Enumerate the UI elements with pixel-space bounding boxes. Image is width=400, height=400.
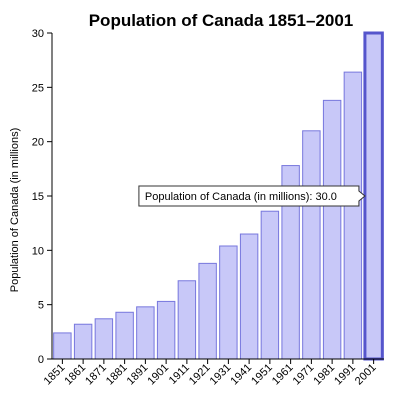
x-tick-label: 1971: [291, 362, 317, 388]
bar-1971[interactable]: [302, 130, 321, 360]
bar-1891[interactable]: [136, 306, 155, 360]
x-tick-label: 1931: [208, 362, 234, 388]
x-tick-label: 1941: [228, 362, 254, 388]
bar-1871[interactable]: [94, 318, 114, 360]
bar-1861[interactable]: [73, 323, 93, 360]
x-tick-label: 1881: [104, 362, 130, 388]
y-tick-label: 0: [38, 354, 44, 366]
bar-1931[interactable]: [219, 245, 238, 360]
x-tick-label: 1871: [83, 362, 109, 388]
x-tick-label: 1991: [332, 362, 358, 388]
x-tick-label: 1851: [42, 362, 68, 388]
bar-2001[interactable]: [363, 31, 384, 361]
bar-1921[interactable]: [198, 262, 217, 360]
x-tick-label: 1951: [249, 362, 275, 388]
x-tick-label: 1861: [62, 362, 88, 388]
y-tick-label: 20: [32, 137, 44, 149]
tooltip-box: [138, 185, 366, 207]
tooltip-text: Population of Canada (in millions): 30.0: [145, 191, 337, 203]
x-tick-label: 1911: [167, 362, 192, 387]
bar-1881[interactable]: [115, 311, 134, 360]
bar-1981[interactable]: [322, 99, 342, 360]
x-tick-label: 1891: [125, 362, 151, 388]
tooltip: Population of Canada (in millions): 30.0: [138, 185, 366, 207]
y-tick-label: 15: [32, 191, 44, 203]
bar-1941[interactable]: [239, 233, 259, 360]
x-tick-label: 2001: [353, 362, 379, 388]
bar-1991[interactable]: [343, 71, 363, 360]
x-tick-label: 1961: [270, 362, 296, 388]
bar-1851[interactable]: [53, 332, 72, 360]
y-axis-label: Population of Canada (in millions): [9, 128, 21, 292]
bar-1901[interactable]: [156, 300, 176, 360]
y-tick-label: 25: [32, 82, 44, 94]
x-tick-label: 1901: [145, 362, 171, 388]
y-tick-label: 30: [32, 28, 44, 40]
y-tick-label: 5: [38, 300, 44, 312]
y-tick-label: 10: [32, 245, 44, 257]
bar-1911[interactable]: [177, 280, 197, 360]
x-tick-label: 1981: [311, 362, 337, 388]
x-tick-label: 1921: [187, 362, 213, 388]
bar-1951[interactable]: [260, 210, 280, 360]
chart-title: Population of Canada 1851–2001: [89, 11, 354, 30]
